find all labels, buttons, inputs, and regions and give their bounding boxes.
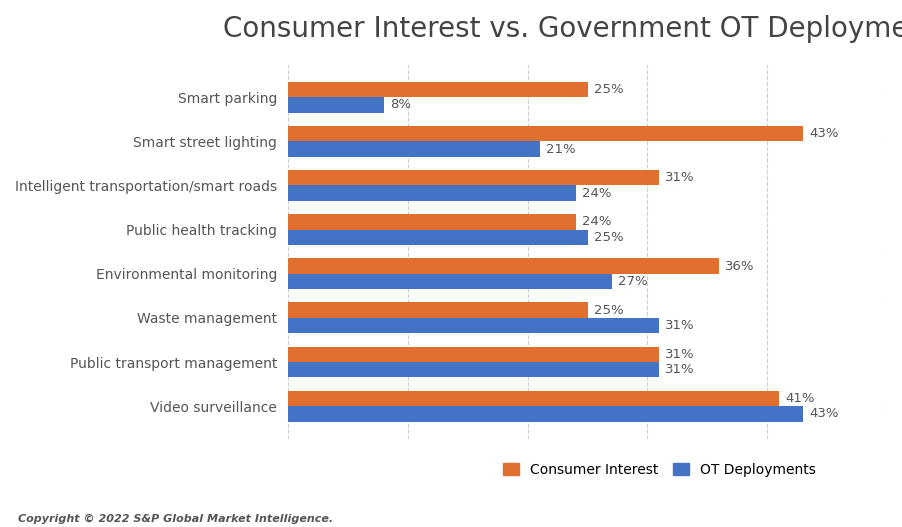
Text: 25%: 25% [594, 83, 623, 96]
Legend: Consumer Interest, OT Deployments: Consumer Interest, OT Deployments [502, 463, 816, 476]
Text: 27%: 27% [618, 275, 647, 288]
Bar [289, 258, 720, 274]
Bar [289, 214, 575, 230]
Text: 31%: 31% [666, 171, 695, 184]
Text: 43%: 43% [809, 407, 839, 421]
Bar [289, 97, 384, 113]
Bar [289, 126, 803, 141]
Text: 31%: 31% [666, 363, 695, 376]
Text: 25%: 25% [594, 231, 623, 244]
Bar [289, 362, 659, 377]
Text: 36%: 36% [725, 260, 755, 272]
Text: 31%: 31% [666, 348, 695, 361]
Bar [289, 274, 612, 289]
Bar [289, 302, 587, 318]
Text: 43%: 43% [809, 127, 839, 140]
Text: 21%: 21% [546, 143, 575, 155]
Text: 24%: 24% [582, 187, 612, 200]
Text: 8%: 8% [390, 99, 411, 111]
Text: 41%: 41% [786, 392, 815, 405]
Title: Consumer Interest vs. Government OT Deployments: Consumer Interest vs. Government OT Depl… [224, 15, 902, 43]
Bar [289, 406, 803, 422]
Bar [289, 186, 575, 201]
Text: Copyright © 2022 S&P Global Market Intelligence.: Copyright © 2022 S&P Global Market Intel… [18, 514, 333, 524]
Bar [289, 318, 659, 334]
Bar [289, 347, 659, 362]
Text: 31%: 31% [666, 319, 695, 332]
Bar [289, 230, 587, 245]
Bar [289, 82, 587, 97]
Bar [289, 170, 659, 186]
Text: 25%: 25% [594, 304, 623, 317]
Bar [289, 141, 539, 157]
Bar [289, 391, 779, 406]
Text: 24%: 24% [582, 216, 612, 228]
